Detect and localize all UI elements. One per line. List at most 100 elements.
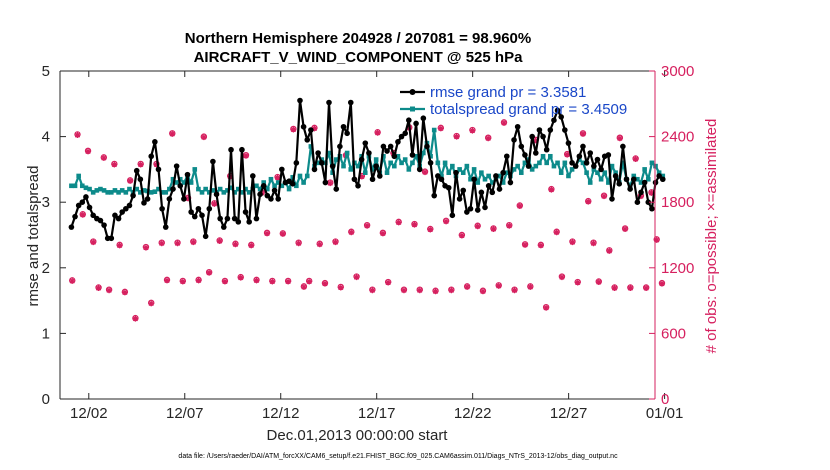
obs-assimilated-marker xyxy=(606,247,613,254)
obs-assimilated-marker xyxy=(232,241,239,248)
rmse-point xyxy=(115,215,122,222)
totalspread-point xyxy=(344,150,350,156)
rmse-point xyxy=(184,171,191,178)
rmse-point xyxy=(395,139,401,145)
totalspread-point xyxy=(500,180,506,185)
totalspread-point xyxy=(442,160,448,166)
totalspread-point xyxy=(87,186,92,192)
obs-assimilated-marker xyxy=(437,125,444,132)
totalspread-point xyxy=(489,180,495,185)
obs-assimilated-marker xyxy=(95,285,102,292)
obs-assimilated-marker xyxy=(348,229,355,236)
obs-assimilated-marker xyxy=(527,283,534,290)
chart-title: Northern Hemisphere 204928 / 207081 = 98… xyxy=(185,30,531,66)
rmse-point xyxy=(445,184,452,191)
rmse-point xyxy=(489,189,496,196)
totalspread-point xyxy=(315,160,321,166)
rmse-point xyxy=(424,143,430,150)
x-tick-label: 12/02 xyxy=(70,405,108,422)
obs-assimilated-marker xyxy=(90,239,97,246)
obs-assimilated-marker xyxy=(211,200,218,207)
rmse-point xyxy=(609,196,615,202)
rmse-point xyxy=(416,166,423,173)
y-right-tick-label: 1200 xyxy=(661,260,694,277)
rmse-point xyxy=(148,153,155,160)
rmse-point xyxy=(656,173,662,179)
totalspread-point xyxy=(225,188,230,193)
rmse-point xyxy=(409,152,416,158)
rmse-point xyxy=(500,169,506,176)
obs-assimilated-marker xyxy=(485,135,492,142)
totalspread-point xyxy=(537,160,542,166)
totalspread-point xyxy=(199,190,205,195)
totalspread-point xyxy=(497,173,502,179)
obs-assimilated-marker xyxy=(364,222,371,229)
rmse-point xyxy=(569,160,575,166)
plot-background xyxy=(60,71,655,399)
rmse-point xyxy=(173,163,180,169)
y-axis-label-right: # of obs: o=possible; ×=assimilated xyxy=(703,119,720,354)
obs-assimilated-marker xyxy=(248,242,255,249)
obs-assimilated-marker xyxy=(274,174,281,181)
rmse-point xyxy=(358,156,365,163)
obs-assimilated-marker xyxy=(385,279,392,286)
legend-rmse-marker xyxy=(409,89,416,95)
obs-assimilated-marker xyxy=(269,278,276,285)
rmse-point xyxy=(83,194,89,200)
obs-assimilated-marker xyxy=(495,282,502,289)
obs-assimilated-marker xyxy=(400,287,407,294)
totalspread-point xyxy=(464,163,470,169)
totalspread-point xyxy=(486,173,491,179)
rmse-point xyxy=(533,150,539,156)
totalspread-point xyxy=(384,170,390,175)
y-left-tick-label: 1 xyxy=(42,325,50,342)
obs-assimilated-marker xyxy=(290,126,297,133)
totalspread-point xyxy=(606,180,611,185)
rmse-point xyxy=(329,163,336,169)
obs-assimilated-marker xyxy=(100,154,107,161)
obs-assimilated-marker xyxy=(85,148,92,155)
rmse-point xyxy=(438,176,445,183)
totalspread-point xyxy=(406,167,412,172)
obs-assimilated-marker xyxy=(427,226,434,233)
rmse-point xyxy=(133,167,140,174)
rmse-point xyxy=(318,160,325,166)
totalspread-point xyxy=(529,167,535,172)
totalspread-point xyxy=(206,190,212,195)
rmse-point xyxy=(627,186,633,192)
totalspread-point xyxy=(392,163,397,169)
rmse-point xyxy=(271,187,278,194)
rmse-point xyxy=(315,150,321,156)
rmse-point xyxy=(68,224,75,230)
rmse-point xyxy=(366,150,372,156)
chart-title-line2: AIRCRAFT_V_WIND_COMPONENT @ 525 hPa xyxy=(194,49,524,66)
totalspread-point xyxy=(577,157,582,162)
rmse-point xyxy=(649,205,655,212)
totalspread-point xyxy=(138,190,143,195)
rmse-point xyxy=(340,123,347,130)
totalspread-point xyxy=(656,170,662,175)
obs-assimilated-marker xyxy=(279,230,286,237)
rmse-point xyxy=(580,143,586,150)
totalspread-point xyxy=(127,186,132,192)
rmse-point xyxy=(170,186,176,192)
totalspread-point xyxy=(642,167,647,172)
obs-assimilated-marker xyxy=(632,156,639,163)
obs-assimilated-marker xyxy=(253,277,260,284)
totalspread-point xyxy=(188,180,194,185)
totalspread-point xyxy=(653,163,658,169)
obs-assimilated-marker xyxy=(464,283,471,290)
y-right-tick-label: 3000 xyxy=(661,63,694,80)
totalspread-point xyxy=(475,180,481,185)
rmse-point xyxy=(460,187,467,194)
totalspread-point xyxy=(598,176,604,182)
obs-assimilated-marker xyxy=(458,232,465,239)
totalspread-point xyxy=(159,190,165,195)
totalspread-point xyxy=(645,176,651,182)
totalspread-point xyxy=(511,167,517,172)
obs-assimilated-marker xyxy=(185,195,192,202)
rmse-point xyxy=(191,213,198,220)
rmse-point xyxy=(311,166,318,173)
rmse-point xyxy=(496,186,503,192)
